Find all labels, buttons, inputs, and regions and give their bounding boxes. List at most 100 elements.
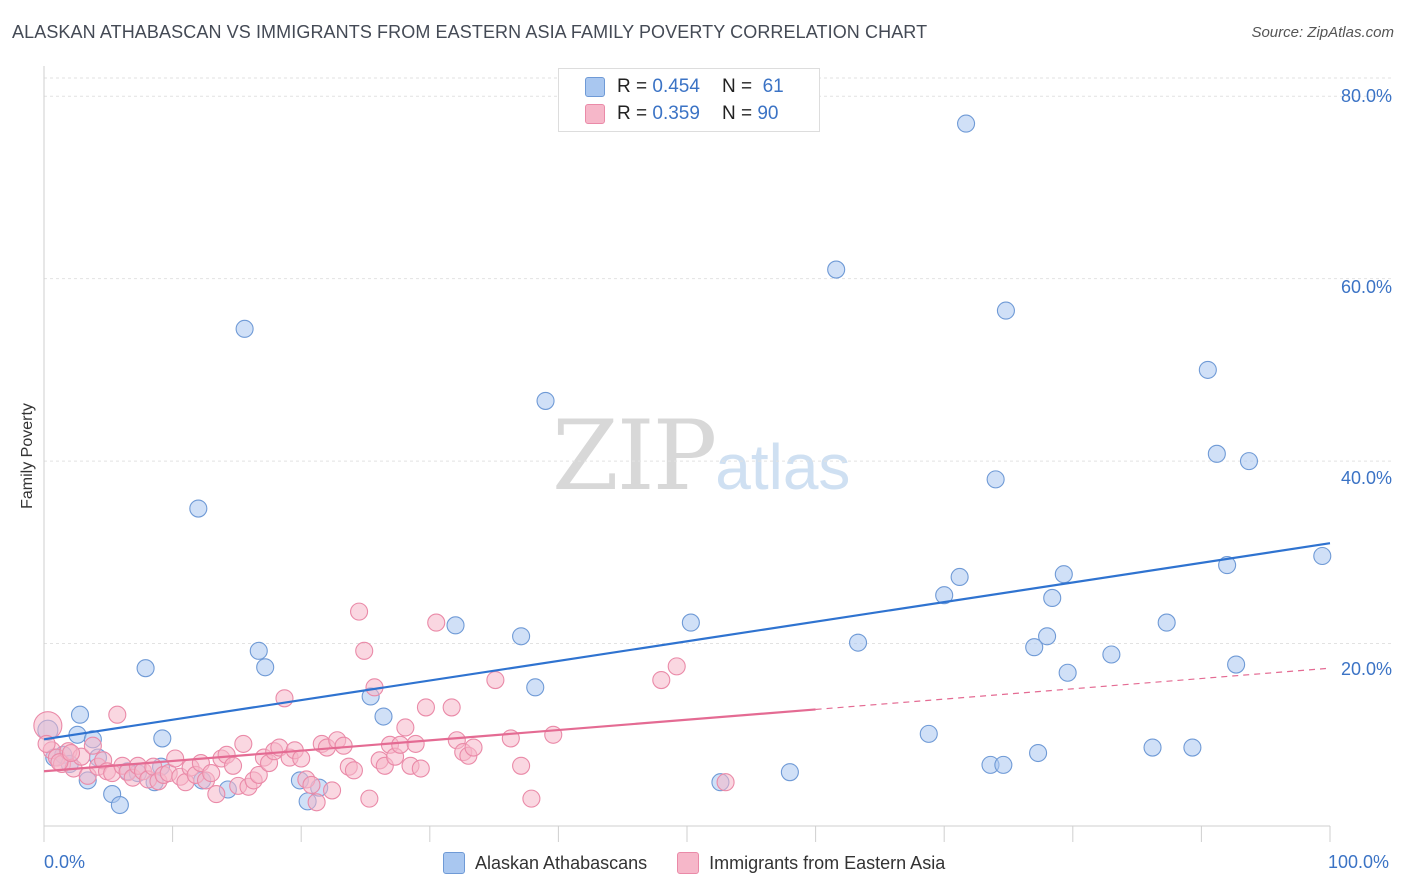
watermark-atlas: atlas (715, 431, 851, 503)
eastern-asia-point (234, 734, 253, 753)
eastern-asia-point (442, 698, 461, 717)
eastern-asia-point (360, 789, 379, 808)
r-value: 0.359 (652, 103, 700, 124)
eastern-asia-legend-swatch (677, 852, 700, 874)
eastern-asia-swatch (585, 104, 605, 124)
x-tick-label-min: 0.0% (44, 852, 86, 872)
athabascan-legend-swatch (443, 852, 465, 874)
athabascan-point (1183, 738, 1202, 757)
athabascan-point (526, 678, 545, 697)
chart-title: ALASKAN ATHABASCAN VS IMMIGRANTS FROM EA… (12, 22, 928, 42)
eastern-asia-point (667, 657, 686, 676)
eastern-asia-point (108, 705, 127, 724)
eastern-asia-point (350, 602, 369, 621)
athabascan-trend-line (43, 542, 1331, 741)
athabascan-point (512, 627, 531, 646)
watermark: ZIPatlas (552, 400, 850, 512)
eastern-asia-point (486, 670, 505, 690)
trend-lines (43, 542, 1331, 773)
athabascan-point (827, 260, 846, 279)
athabascan-point (848, 633, 868, 652)
athabascan-point (1143, 738, 1162, 757)
athabascan-point (235, 319, 254, 338)
y-tick-label-80: 80.0% (1340, 86, 1392, 106)
athabascan-point (189, 499, 208, 518)
athabascan-point (935, 586, 954, 605)
eastern-asia-point (355, 641, 374, 660)
y-tick-label-60: 60.0% (1340, 277, 1392, 297)
eastern-asia-point (427, 613, 446, 632)
stats-legend-row-athabascan: R = 0.454 N = 61 (585, 75, 784, 99)
athabascan-point (780, 763, 799, 782)
athabascan-point (1025, 638, 1044, 657)
watermark-zip: ZIP (552, 400, 717, 512)
eastern-asia-point (396, 718, 415, 737)
eastern-asia-point (61, 743, 81, 763)
athabascan-point (994, 755, 1013, 774)
y-tick-label-20: 20.0% (1340, 659, 1392, 679)
athabascan-point (1157, 613, 1176, 632)
athabascan-point (256, 658, 275, 677)
stats-legend: R = 0.454 N = 61 R = 0.359 N = 90 (558, 68, 820, 132)
eastern-asia-point (544, 725, 563, 744)
r-label: R = (617, 103, 648, 124)
athabascan-point (1313, 546, 1332, 566)
eastern-asia-trend-extension (815, 667, 1331, 711)
athabascan-point (1029, 743, 1048, 763)
athabascan-point (1102, 645, 1121, 664)
athabascan-point (1038, 627, 1057, 646)
athabascan-point (957, 114, 976, 133)
eastern-asia-point (302, 775, 321, 795)
athabascan-point (996, 301, 1015, 320)
athabascan-point (1239, 452, 1259, 471)
athabascan-point (681, 613, 700, 632)
eastern-asia-point (249, 765, 268, 784)
athabascan-point (153, 729, 172, 748)
eastern-asia-point (411, 759, 430, 778)
eastern-asia-point (37, 734, 56, 753)
n-label: N = (721, 76, 753, 97)
eastern-asia-point (522, 789, 541, 808)
athabascan-point (70, 705, 90, 724)
athabascan-point (1043, 588, 1062, 608)
axes (43, 66, 1331, 842)
athabascan-point (919, 724, 938, 743)
eastern-asia-point (292, 749, 311, 768)
athabascan-point (446, 616, 465, 635)
y-tick-label-40: 40.0% (1340, 468, 1392, 488)
r-value: 0.454 (652, 76, 700, 97)
athabascan-point (1054, 565, 1073, 584)
eastern-asia-point (652, 670, 671, 690)
athabascan-point (1058, 663, 1077, 682)
source-credit: Source: ZipAtlas.com (1251, 24, 1394, 41)
grid-lines (44, 77, 1392, 645)
y-axis-label: Family Poverty (19, 403, 36, 509)
legend-label: Immigrants from Eastern Asia (709, 852, 946, 873)
eastern-asia-point (207, 785, 226, 804)
x-tick-label-max: 100.0% (1328, 852, 1390, 872)
legend-item-athabascan[interactable]: Alaskan Athabascans (443, 852, 647, 874)
athabascan-point (1207, 444, 1226, 463)
athabascan-point (374, 707, 393, 726)
athabascan-point (249, 641, 268, 660)
eastern-asia-point (406, 734, 425, 753)
eastern-asia-point (83, 736, 102, 755)
eastern-asia-point (716, 773, 735, 792)
athabascan-point (136, 659, 155, 678)
athabascan-point (1218, 556, 1237, 575)
athabascan-point (536, 391, 555, 410)
athabascan-point (1227, 655, 1246, 674)
eastern-asia-trend-line (43, 708, 816, 773)
eastern-asia-point (223, 756, 243, 775)
athabascan-point (950, 567, 969, 587)
legend-item-eastern-asia[interactable]: Immigrants from Eastern Asia (677, 852, 945, 874)
r-label: R = (617, 76, 648, 97)
n-value: 90 (757, 103, 779, 124)
legend-label: Alaskan Athabascans (475, 852, 648, 873)
eastern-asia-point (512, 756, 531, 775)
eastern-asia-point (416, 698, 435, 717)
series-legend: Alaskan Athabascans Immigrants from East… (443, 852, 975, 874)
data-points (33, 114, 1332, 815)
athabascan-point (1198, 360, 1217, 379)
eastern-asia-point (391, 735, 410, 754)
